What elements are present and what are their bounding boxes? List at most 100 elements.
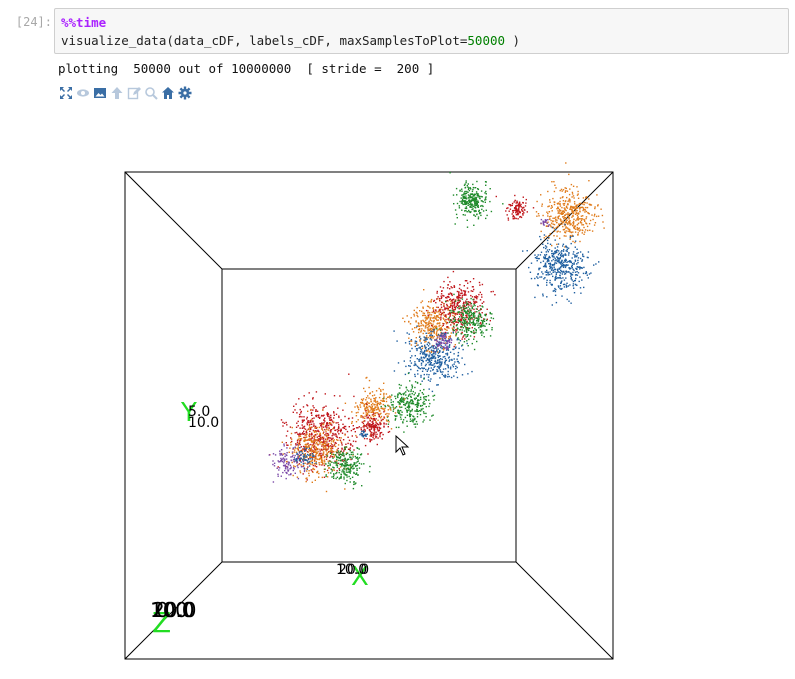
scatter-point (457, 351, 460, 354)
scatter-point (352, 428, 354, 430)
scatter-point (461, 317, 463, 319)
scatter-point (542, 295, 544, 297)
scatter-point (468, 199, 470, 201)
scatter-point (472, 315, 474, 317)
scatter-point (513, 201, 515, 203)
scatter-point (297, 443, 300, 445)
scatter-point (545, 251, 547, 253)
scatter-point (560, 261, 562, 263)
scatter-point (433, 300, 435, 302)
scatter-point (444, 342, 447, 344)
scatter-point (419, 410, 421, 412)
scatter-point (543, 246, 545, 249)
scatter-point (373, 414, 376, 416)
scatter-point (299, 435, 301, 437)
scatter-point (473, 331, 475, 333)
gear-icon[interactable] (178, 86, 192, 100)
scatter-point (425, 416, 427, 418)
scatter-point (388, 430, 391, 433)
eye-icon[interactable] (76, 86, 90, 100)
scatter-point (451, 358, 453, 361)
scatter-point (574, 228, 577, 230)
scatter-point (570, 273, 572, 275)
edit-icon[interactable] (127, 86, 141, 100)
scatter-point (319, 454, 321, 457)
image-icon[interactable] (93, 86, 107, 100)
scatter-point (311, 453, 314, 456)
scatter-point (406, 406, 409, 408)
scatter-point (460, 297, 462, 299)
scatter-point (299, 441, 301, 443)
scatter-point (477, 206, 480, 208)
scatter-point (386, 415, 388, 417)
scatter-point (557, 285, 560, 287)
scatter-point (565, 213, 567, 215)
scatter-point (519, 205, 521, 207)
scatter-point (556, 208, 558, 210)
scatter-point (332, 441, 335, 443)
zoom-icon[interactable] (144, 86, 158, 100)
scatter-point (468, 187, 470, 189)
scatter-point (476, 194, 478, 197)
scatter-point (547, 212, 549, 215)
scatter-point (461, 329, 463, 331)
scatter-point (458, 320, 461, 323)
scatter-point (469, 211, 471, 214)
scatter-point (413, 313, 415, 316)
scatter-point (565, 187, 567, 190)
scatter-point (575, 210, 577, 212)
scatter-point (464, 302, 466, 304)
scatter-point (566, 261, 568, 263)
scatter-point (441, 336, 444, 338)
scatter-point (348, 469, 351, 471)
scatter-point (342, 423, 344, 425)
scatter-point (554, 201, 556, 203)
scatter-point (549, 271, 551, 273)
scatter-point (299, 413, 301, 416)
scatter-point (437, 336, 439, 338)
scatter-point (575, 206, 577, 208)
scatter-point (569, 260, 571, 262)
scatter-point (318, 426, 321, 429)
scatter-point (572, 210, 574, 212)
scatter-point (352, 456, 354, 458)
scatter-point (465, 207, 468, 210)
home-icon[interactable] (161, 86, 175, 100)
scatter-point (470, 331, 473, 333)
scatter-point (356, 461, 358, 463)
scatter-point (558, 267, 561, 269)
scatter-point (358, 457, 361, 459)
scatter-point (466, 335, 469, 337)
scatter-point (420, 405, 422, 407)
scatter-point (453, 345, 455, 348)
scatter-point (343, 468, 346, 470)
scatter-point (591, 214, 593, 216)
scatter-point (410, 396, 412, 398)
scatter-point (452, 314, 454, 317)
scatter-point (323, 456, 325, 459)
scatter-point (463, 335, 465, 337)
scatter-point (301, 450, 303, 453)
scatter-point (456, 321, 458, 323)
scatter-point (427, 312, 429, 314)
scatter-point (448, 317, 450, 319)
scatter-point (437, 310, 440, 312)
scatter-point (435, 333, 437, 335)
scatter-point (367, 409, 369, 411)
scatter-point (559, 205, 562, 207)
scatter-point (453, 323, 455, 326)
scatter-point (431, 355, 434, 357)
fullscreen-icon[interactable] (59, 86, 73, 100)
code-cell-input[interactable]: %%time visualize_data(data_cDF, labels_c… (54, 8, 789, 54)
scatter-point (453, 353, 455, 355)
scatter-point (433, 366, 435, 368)
scatter-point (312, 467, 314, 470)
scatter-point (428, 359, 430, 361)
up-arrow-icon[interactable] (110, 86, 124, 100)
scatter-point (356, 453, 359, 455)
scatter-point (348, 439, 351, 442)
scatter-point (507, 207, 509, 209)
scatter-point (315, 431, 317, 433)
scatter-point (346, 459, 348, 461)
